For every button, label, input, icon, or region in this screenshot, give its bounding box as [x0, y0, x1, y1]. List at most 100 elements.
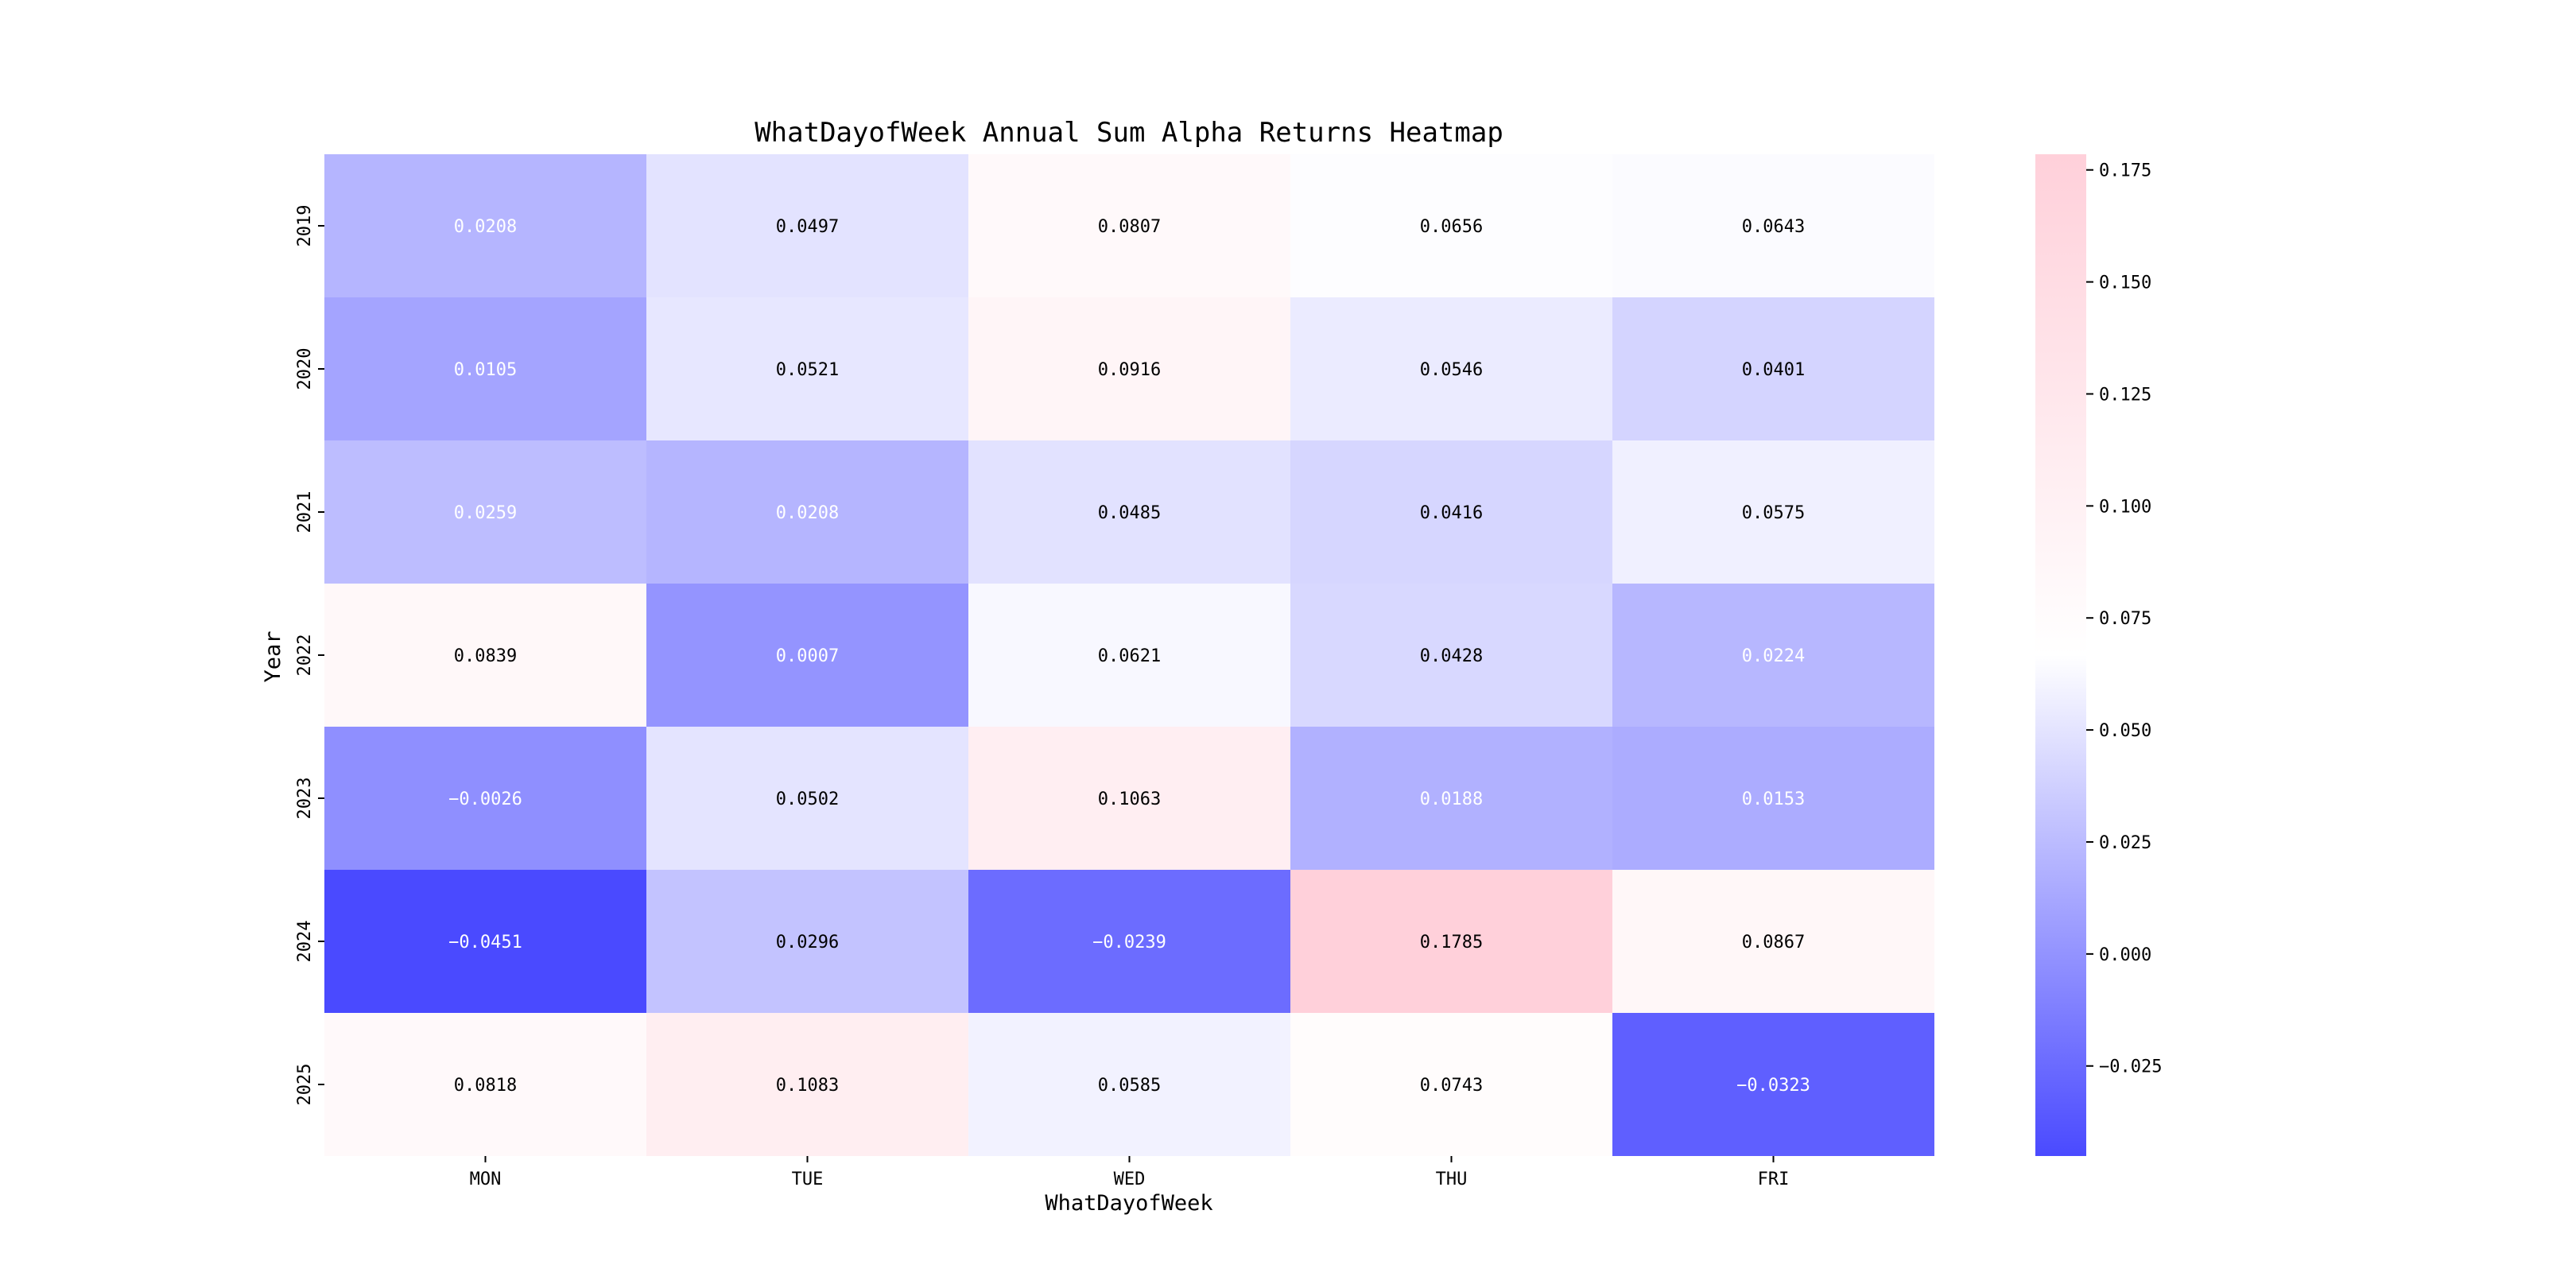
cell-value-label: 0.0416 — [1420, 503, 1483, 523]
heatmap-cell — [1290, 727, 1612, 870]
cell-value-label: 0.1785 — [1420, 933, 1483, 952]
colorbar-tick-label: 0.025 — [2099, 833, 2151, 853]
cell-value-label: 0.0208 — [776, 503, 839, 523]
heatmap-cell — [1612, 870, 1934, 1013]
x-tick-label: THU — [1436, 1170, 1468, 1189]
cell-value-label: 0.1063 — [1098, 789, 1161, 809]
colorbar-ticks: −0.025 0.000 0.025 0.050 0.075 0.100 0.125 0.15… — [2086, 161, 2162, 1077]
cell-value-label: 0.0485 — [1098, 503, 1161, 523]
heatmap-cell — [968, 1013, 1290, 1156]
x-axis-label: WhatDayofWeek — [1045, 1191, 1212, 1216]
cell-value-label: −0.0323 — [1736, 1076, 1810, 1096]
heatmap-cell — [646, 727, 968, 870]
heatmap-cell — [646, 1013, 968, 1156]
cell-value-label: 0.0224 — [1742, 646, 1805, 666]
heatmap-cell — [968, 154, 1290, 297]
cell-value-label: −0.0451 — [448, 933, 522, 952]
heatmap-cell — [1612, 297, 1934, 440]
colorbar — [2035, 154, 2086, 1156]
cell-value-label: 0.0546 — [1420, 360, 1483, 380]
colorbar-tick-label: 0.150 — [2099, 274, 2151, 293]
heatmap-cell — [968, 727, 1290, 870]
heatmap-cell — [646, 870, 968, 1013]
heatmap-cells: 0.0208 0.0497 0.0807 0.0656 0.0643 0.0105 0.05… — [324, 154, 1934, 1156]
cell-value-label: 0.0916 — [1098, 360, 1161, 380]
heatmap-cell — [1290, 584, 1612, 727]
x-tick-label: FRI — [1758, 1170, 1790, 1189]
heatmap-cell — [324, 584, 646, 727]
heatmap-cell — [1290, 870, 1612, 1013]
y-tick-label: 2021 — [295, 491, 315, 533]
colorbar-tick-label: 0.100 — [2099, 497, 2151, 517]
cell-value-label: 0.0105 — [454, 360, 517, 380]
y-tick-label: 2025 — [295, 1064, 315, 1106]
cell-value-label: 0.0743 — [1420, 1076, 1483, 1096]
cell-value-label: 0.0497 — [776, 217, 839, 237]
cell-value-label: 0.0867 — [1742, 933, 1805, 952]
cell-value-label: 0.0428 — [1420, 646, 1483, 666]
heatmap-cell — [1290, 440, 1612, 584]
cell-value-label: 0.0656 — [1420, 217, 1483, 237]
heatmap-cell — [324, 870, 646, 1013]
heatmap-cell — [1290, 154, 1612, 297]
cell-value-label: 0.0643 — [1742, 217, 1805, 237]
y-axis-ticks: 2019 2020 2021 2022 2023 2024 2025 — [295, 205, 324, 1106]
heatmap-cell — [1612, 154, 1934, 297]
cell-value-label: 0.0585 — [1098, 1076, 1161, 1096]
colorbar-tick-label: 0.175 — [2099, 161, 2151, 181]
y-tick-label: 2020 — [295, 348, 315, 390]
heatmap-cell — [968, 440, 1290, 584]
x-axis-ticks: MON TUE WED THU FRI — [470, 1156, 1790, 1189]
colorbar-tick-label: 0.000 — [2099, 945, 2151, 965]
heatmap-cell — [324, 154, 646, 297]
y-tick-label: 2024 — [295, 921, 315, 963]
cell-value-label: 0.0521 — [776, 360, 839, 380]
chart-title: WhatDayofWeek Annual Sum Alpha Returns H… — [755, 117, 1503, 149]
heatmap-cell — [324, 1013, 646, 1156]
heatmap-cell — [324, 727, 646, 870]
cell-value-label: 0.1083 — [776, 1076, 839, 1096]
cell-value-label: 0.0575 — [1742, 503, 1805, 523]
heatmap-cell — [1612, 440, 1934, 584]
colorbar-tick-label: 0.075 — [2099, 609, 2151, 629]
x-tick-label: WED — [1114, 1170, 1146, 1189]
heatmap-cell — [324, 440, 646, 584]
x-tick-label: TUE — [792, 1170, 824, 1189]
heatmap-cell — [324, 297, 646, 440]
heatmap-cell — [646, 584, 968, 727]
cell-value-label: 0.0401 — [1742, 360, 1805, 380]
y-axis-label: Year — [261, 630, 285, 682]
colorbar-tick-label: −0.025 — [2099, 1057, 2162, 1077]
cell-value-label: 0.0208 — [454, 217, 517, 237]
colorbar-tick-label: 0.050 — [2099, 721, 2151, 741]
cell-value-label: 0.0259 — [454, 503, 517, 523]
heatmap-cell — [1612, 727, 1934, 870]
heatmap-cell — [968, 297, 1290, 440]
colorbar-tick-label: 0.125 — [2099, 385, 2151, 405]
heatmap-cell — [1290, 1013, 1612, 1156]
cell-value-label: 0.0621 — [1098, 646, 1161, 666]
cell-value-label: 0.0839 — [454, 646, 517, 666]
cell-value-label: 0.0807 — [1098, 217, 1161, 237]
cell-value-label: 0.0818 — [454, 1076, 517, 1096]
heatmap-cell — [1612, 584, 1934, 727]
x-tick-label: MON — [470, 1170, 502, 1189]
cell-value-label: 0.0188 — [1420, 789, 1483, 809]
cell-value-label: −0.0239 — [1092, 933, 1166, 952]
heatmap-cell — [646, 297, 968, 440]
y-tick-label: 2022 — [295, 634, 315, 677]
cell-value-label: −0.0026 — [448, 789, 522, 809]
heatmap-cell — [968, 584, 1290, 727]
heatmap-cell — [1612, 1013, 1934, 1156]
heatmap-cell — [968, 870, 1290, 1013]
y-tick-label: 2023 — [295, 778, 315, 820]
cell-value-label: 0.0502 — [776, 789, 839, 809]
heatmap-cell — [646, 440, 968, 584]
heatmap-cell — [646, 154, 968, 297]
y-tick-label: 2019 — [295, 205, 315, 247]
cell-value-label: 0.0296 — [776, 933, 839, 952]
heatmap-cell — [1290, 297, 1612, 440]
cell-value-label: 0.0007 — [776, 646, 839, 666]
cell-value-label: 0.0153 — [1742, 789, 1805, 809]
